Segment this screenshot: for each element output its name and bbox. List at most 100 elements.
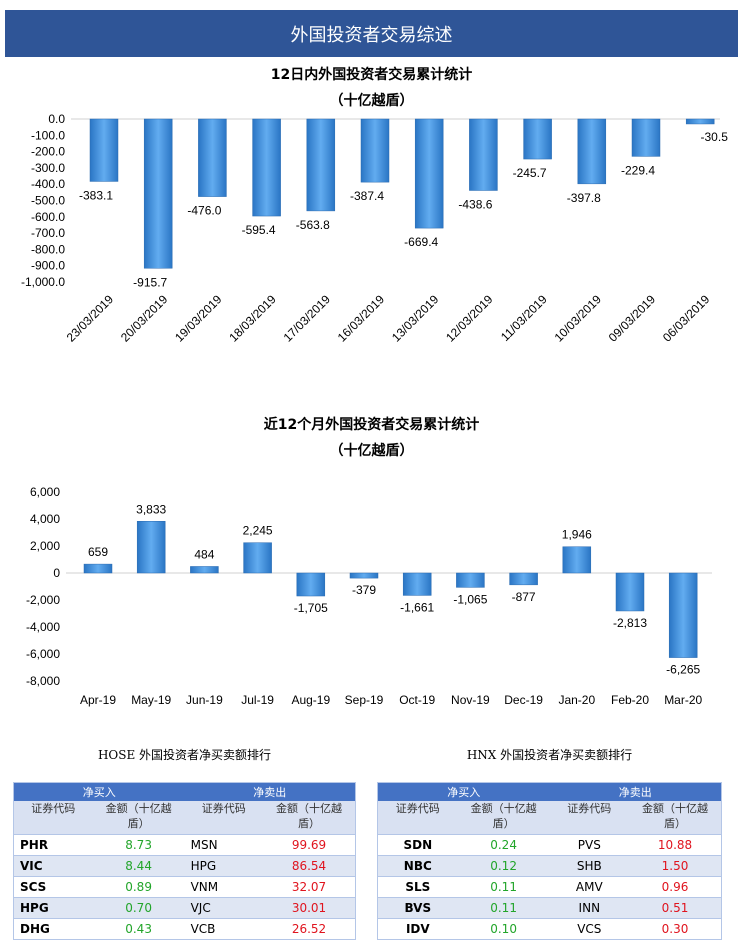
buy-amount: 0.70 — [92, 897, 185, 919]
buy-amount: 8.73 — [92, 834, 185, 856]
net-sell-header: 净卖出 — [184, 782, 356, 801]
col-code: 证券代码 — [184, 801, 263, 835]
bar — [577, 118, 607, 185]
data-label: -877 — [512, 590, 536, 604]
x-tick-label: 19/03/2019 — [172, 292, 225, 345]
x-tick-label: Jan-20 — [558, 693, 595, 707]
buy-amount: 0.43 — [92, 918, 185, 940]
data-label: 1,946 — [562, 528, 592, 542]
x-tick-label: 09/03/2019 — [606, 292, 659, 345]
sell-amount: 1.50 — [629, 855, 722, 877]
chart2-subtitle: （十亿越盾） — [329, 443, 414, 459]
hnx-table: 净买入 净卖出 证券代码 金额（十亿越盾） 证券代码 金额（十亿越盾） SDN 0.24 … — [377, 782, 722, 940]
y-tick-label: -300.0 — [31, 161, 65, 175]
data-label: -476.0 — [187, 204, 221, 218]
x-tick-label: Oct-19 — [399, 693, 435, 707]
x-tick-label: Mar-20 — [664, 693, 702, 707]
y-tick-label: -900.0 — [31, 259, 65, 273]
sell-code: VCS — [549, 918, 629, 940]
buy-code: PHR — [13, 834, 93, 856]
bar — [509, 572, 538, 586]
bar — [668, 572, 698, 658]
data-label: -1,065 — [453, 592, 487, 606]
table-row: BVS 0.11 INN 0.51 — [377, 897, 722, 919]
sell-code: VNM — [184, 876, 263, 898]
sell-code: AMV — [549, 876, 629, 898]
data-label: -383.1 — [79, 188, 113, 202]
col-amount: 金额（十亿越盾） — [457, 801, 550, 835]
y-tick-label: -200.0 — [31, 145, 65, 159]
buy-code: BVS — [377, 897, 458, 919]
buy-amount: 0.10 — [457, 918, 550, 940]
table-row: IDV 0.10 VCS 0.30 — [377, 918, 722, 940]
sell-code: SHB — [549, 855, 629, 877]
x-tick-label: 10/03/2019 — [552, 292, 605, 345]
page-header: 外国投资者交易综述 — [5, 10, 738, 57]
sell-amount: 0.51 — [629, 897, 722, 919]
sell-amount: 26.52 — [263, 918, 356, 940]
buy-amount: 0.24 — [457, 834, 550, 856]
y-tick-label: 0 — [53, 566, 60, 580]
bar — [562, 546, 592, 574]
sell-code: INN — [549, 897, 629, 919]
data-label: -915.7 — [133, 275, 167, 289]
sell-amount: 10.88 — [629, 834, 722, 856]
x-tick-label: Nov-19 — [451, 693, 490, 707]
y-tick-label: -4,000 — [26, 620, 60, 634]
y-tick-label: 6,000 — [30, 485, 60, 499]
bar — [631, 118, 661, 157]
chart1-title: 12日内外国投资者交易累计统计 — [270, 67, 473, 83]
bar — [89, 118, 119, 182]
bar — [143, 118, 173, 269]
data-label: -595.4 — [242, 223, 276, 237]
buy-code: NBC — [377, 855, 458, 877]
x-tick-label: Apr-19 — [80, 693, 116, 707]
buy-amount: 0.12 — [457, 855, 550, 877]
data-label: -30.5 — [701, 130, 729, 144]
y-tick-label: -800.0 — [31, 242, 65, 256]
table-row: SLS 0.11 AMV 0.96 — [377, 876, 722, 898]
buy-code: HPG — [13, 897, 93, 919]
x-tick-label: Jul-19 — [241, 693, 274, 707]
y-tick-label: -400.0 — [31, 177, 65, 191]
y-tick-label: -500.0 — [31, 194, 65, 208]
hose-table: 净买入 净卖出 证券代码 金额（十亿越盾） 证券代码 金额（十亿越盾） PHR 8.73 … — [13, 782, 356, 940]
data-label: -563.8 — [296, 218, 330, 232]
bar — [360, 118, 390, 183]
buy-amount: 0.11 — [457, 876, 550, 898]
bar — [136, 521, 166, 574]
buy-amount: 8.44 — [92, 855, 185, 877]
buy-code: VIC — [13, 855, 93, 877]
buy-code: SLS — [377, 876, 458, 898]
x-tick-label: 23/03/2019 — [64, 292, 117, 345]
col-code: 证券代码 — [549, 801, 629, 835]
x-tick-label: 13/03/2019 — [389, 292, 442, 345]
y-tick-label: 0.0 — [48, 112, 65, 126]
bar — [243, 542, 272, 574]
x-tick-label: Dec-19 — [504, 693, 543, 707]
data-label: -6,265 — [666, 663, 700, 677]
buy-code: IDV — [377, 918, 458, 940]
y-tick-label: -1,000.0 — [21, 275, 65, 289]
col-code: 证券代码 — [13, 801, 93, 835]
x-tick-label: 16/03/2019 — [335, 292, 388, 345]
sell-amount: 99.69 — [263, 834, 356, 856]
data-label: -1,705 — [294, 601, 328, 615]
chart2-title: 近12个月外国投资者交易累计统计 — [263, 417, 480, 433]
bar — [306, 118, 336, 212]
y-tick-label: -2,000 — [26, 593, 60, 607]
net-sell-header: 净卖出 — [549, 782, 722, 801]
y-tick-label: 2,000 — [30, 539, 60, 553]
y-tick-label: -6,000 — [26, 647, 60, 661]
data-label: -669.4 — [404, 235, 438, 249]
y-tick-label: -100.0 — [31, 128, 65, 142]
bar — [198, 118, 227, 197]
table-title: HOSE 外国投资者净买卖额排行 — [97, 748, 272, 762]
sell-code: PVS — [549, 834, 629, 856]
data-label: -397.8 — [567, 191, 601, 205]
bar — [523, 118, 552, 160]
sell-amount: 86.54 — [263, 855, 356, 877]
net-buy-header: 净买入 — [13, 782, 185, 801]
bar — [402, 572, 432, 596]
x-tick-label: 12/03/2019 — [443, 292, 496, 345]
